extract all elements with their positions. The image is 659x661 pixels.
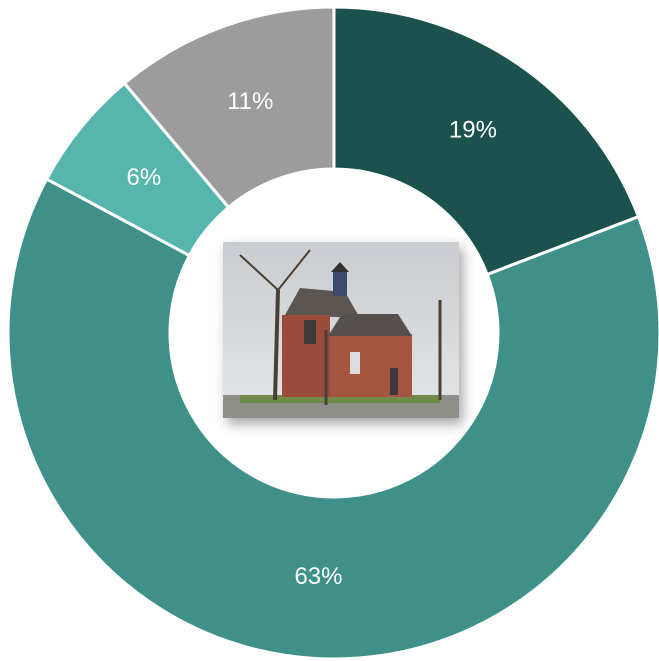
data-label: 19% bbox=[449, 117, 497, 144]
donut-slice bbox=[122, 5, 336, 210]
donut-slice bbox=[6, 177, 659, 661]
data-label: 6% bbox=[127, 164, 162, 191]
data-label: 11% bbox=[227, 88, 273, 115]
center-photo bbox=[223, 242, 459, 418]
donut-slice bbox=[332, 5, 641, 277]
data-label: 63% bbox=[294, 563, 342, 590]
